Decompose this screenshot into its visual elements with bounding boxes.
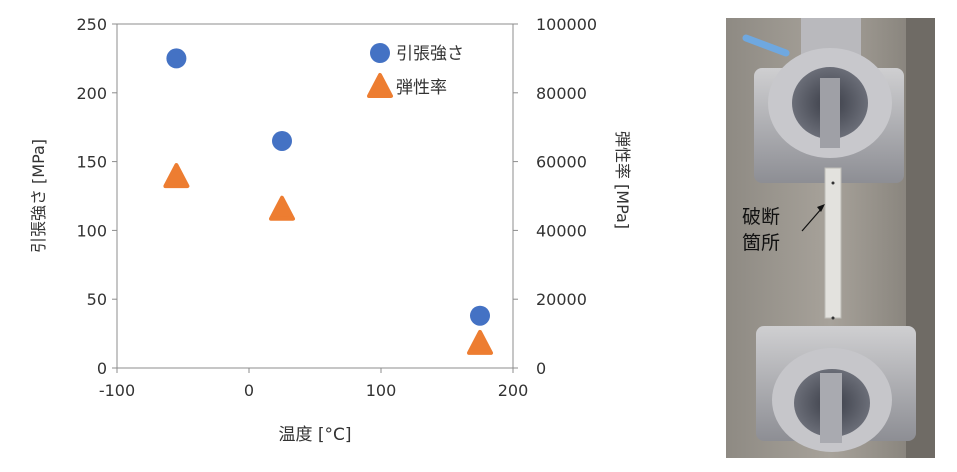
y-tick-label: 50: [87, 290, 107, 309]
legend-label: 引張強さ: [396, 44, 464, 64]
scatter-chart: -100 0 100 200 0 50 100 150 200 250 0 20000 40000 600…: [29, 15, 632, 445]
y2-tick-label: 60000: [536, 153, 587, 172]
y2-tick-label: 20000: [536, 290, 587, 309]
y2-tick-label: 80000: [536, 84, 587, 103]
y2-tick-label: 100000: [536, 15, 597, 34]
y-tick-label: 200: [76, 84, 107, 103]
y2-axis-label: 弾性率 [MPa]: [613, 131, 632, 229]
elastic-modulus-point: [467, 329, 493, 355]
y2-tick-label: 40000: [536, 221, 587, 240]
x-tick-label: 100: [366, 381, 397, 400]
fracture-label-line2: 箇所: [742, 232, 781, 254]
x-axis-label: 温度 [°C]: [278, 425, 351, 445]
specimen-photo-illustration: [726, 18, 935, 458]
y2-tick-label: 0: [536, 359, 546, 378]
legend-marker-tensile-strength: [370, 43, 390, 63]
y-tick-label: 250: [76, 15, 107, 34]
elastic-modulus-point: [163, 163, 190, 189]
legend-label: 弾性率: [396, 78, 447, 98]
x-tick-label: 200: [498, 381, 529, 400]
y-tick-label: 150: [76, 153, 107, 172]
y-tick-label: 0: [97, 359, 107, 378]
tensile-strength-point: [272, 130, 292, 151]
tensile-strength-point: [166, 48, 187, 69]
x-tick-label: 0: [244, 381, 254, 400]
y-axis-label: 引張強さ [MPa]: [29, 139, 48, 253]
fracture-point-label: 破断 箇所: [742, 204, 780, 256]
tensile-test-photo: 破断 箇所: [726, 18, 935, 458]
tensile-strength-point: [470, 305, 490, 326]
y-tick-label: 100: [76, 221, 107, 240]
plot-area-frame: [116, 23, 514, 369]
legend-marker-elastic-modulus: [367, 73, 393, 98]
fracture-label-line1: 破断: [742, 206, 781, 228]
elastic-modulus-point: [269, 195, 295, 221]
x-tick-label: -100: [99, 381, 135, 400]
